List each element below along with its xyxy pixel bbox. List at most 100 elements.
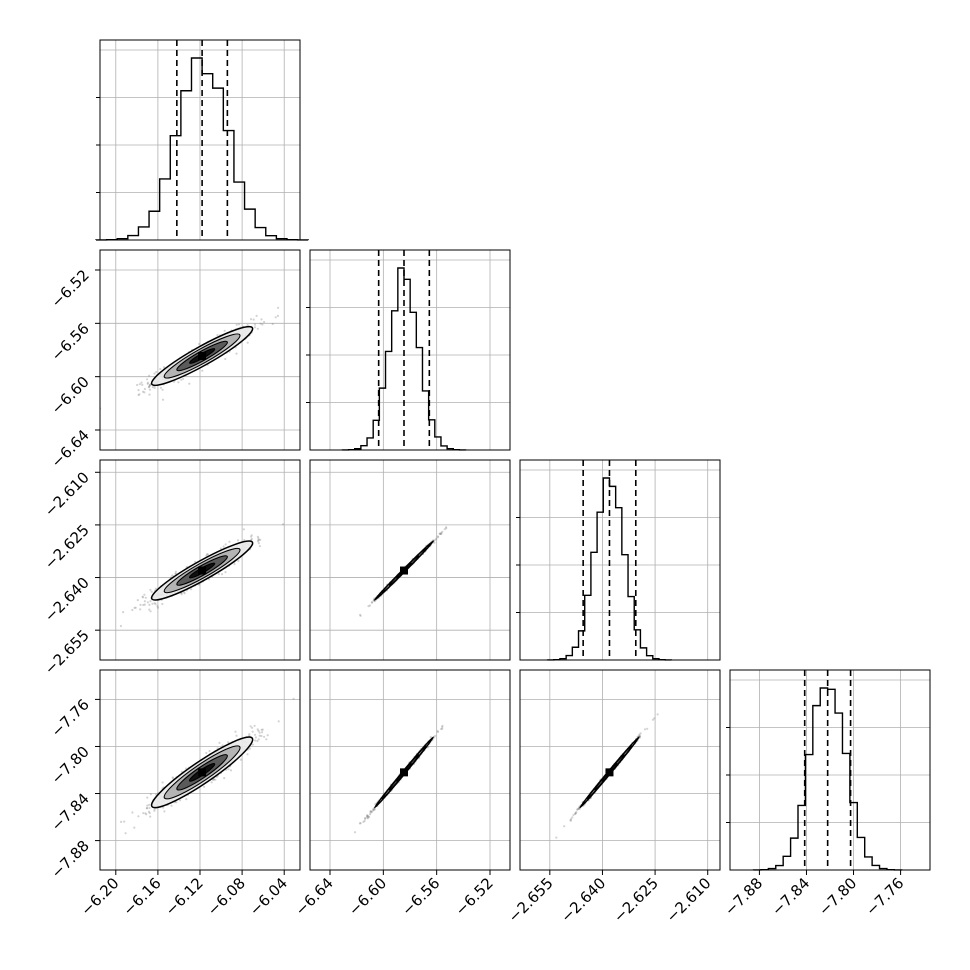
sample-point bbox=[359, 613, 362, 616]
sample-point bbox=[248, 733, 251, 736]
sample-point bbox=[188, 382, 191, 385]
sample-point bbox=[170, 804, 173, 807]
sample-point bbox=[574, 812, 577, 815]
sample-point bbox=[236, 539, 240, 542]
sample-point bbox=[212, 778, 215, 781]
sample-point bbox=[252, 318, 255, 321]
sample-point bbox=[148, 383, 152, 386]
sample-point bbox=[143, 391, 146, 394]
sample-point bbox=[208, 749, 211, 753]
scatter-panel-3-0 bbox=[99, 669, 301, 871]
scatter-content bbox=[359, 526, 448, 617]
sample-point bbox=[253, 323, 257, 326]
sample-point bbox=[142, 603, 145, 607]
sample-point bbox=[441, 724, 444, 728]
panel-frame bbox=[99, 39, 301, 241]
sample-point bbox=[120, 820, 123, 824]
sample-point bbox=[569, 819, 573, 822]
x-tick-label-p2-0: −2.655 bbox=[505, 874, 557, 926]
sample-point bbox=[148, 384, 151, 387]
y-tick-label-p2-3: −2.610 bbox=[41, 468, 93, 520]
sample-point bbox=[257, 538, 260, 541]
sample-point bbox=[265, 738, 268, 741]
sample-point bbox=[182, 377, 185, 380]
sample-point bbox=[258, 731, 261, 734]
sample-point bbox=[148, 385, 151, 388]
sample-point bbox=[443, 528, 446, 531]
sample-point bbox=[137, 389, 140, 392]
sample-point bbox=[427, 746, 430, 749]
sample-point bbox=[153, 809, 156, 812]
y-tick-label-p2-0: −2.655 bbox=[41, 626, 93, 678]
sample-point bbox=[201, 369, 204, 372]
y-tick-label-p3-3: −7.76 bbox=[48, 696, 93, 741]
sample-point bbox=[214, 778, 217, 781]
sample-point bbox=[175, 801, 178, 804]
sample-point bbox=[153, 372, 156, 375]
sample-point bbox=[439, 532, 442, 536]
histogram-panel-2 bbox=[516, 459, 721, 661]
sample-point bbox=[233, 562, 236, 566]
sample-point bbox=[138, 393, 141, 396]
x-tick-label-p3-3: −7.76 bbox=[862, 874, 907, 919]
sample-point bbox=[224, 571, 227, 574]
sample-point bbox=[369, 810, 372, 813]
sample-point bbox=[161, 398, 165, 401]
sample-point bbox=[251, 743, 254, 746]
sample-point bbox=[266, 734, 269, 737]
sample-point bbox=[227, 768, 230, 771]
sample-point bbox=[229, 769, 233, 772]
sample-point bbox=[136, 599, 139, 602]
y-tick-label-p2-1: −2.640 bbox=[41, 574, 93, 626]
panel-frame bbox=[729, 669, 931, 871]
panel-frame bbox=[309, 669, 511, 871]
x-tick-label-p3-1: −7.84 bbox=[768, 874, 813, 919]
sample-point bbox=[260, 318, 263, 321]
sample-point bbox=[249, 318, 253, 321]
sample-point bbox=[159, 386, 163, 389]
sample-point bbox=[149, 793, 152, 796]
scatter-panel-1-0 bbox=[99, 249, 301, 451]
sample-point bbox=[153, 808, 156, 811]
sample-point bbox=[234, 730, 237, 733]
sample-point bbox=[281, 523, 285, 526]
sample-point bbox=[119, 624, 122, 628]
sample-point bbox=[253, 326, 257, 329]
sample-point bbox=[146, 796, 149, 799]
x-tick-label-p0-4: −6.04 bbox=[246, 874, 291, 919]
sample-point bbox=[162, 366, 166, 369]
sample-point bbox=[203, 785, 206, 788]
sample-point bbox=[364, 817, 367, 821]
sample-point bbox=[434, 734, 437, 738]
sample-point bbox=[205, 751, 208, 755]
sample-point bbox=[148, 803, 151, 806]
sample-point bbox=[161, 388, 164, 391]
sample-point bbox=[367, 605, 370, 608]
sample-point bbox=[162, 806, 165, 809]
sample-point bbox=[131, 811, 134, 814]
sample-point bbox=[148, 811, 151, 815]
sample-point bbox=[372, 808, 376, 811]
y-tick-label-p2-2: −2.625 bbox=[41, 521, 93, 573]
sample-point bbox=[263, 320, 266, 324]
sample-point bbox=[149, 610, 152, 613]
sample-point bbox=[370, 601, 373, 604]
sample-point bbox=[639, 732, 642, 735]
sample-point bbox=[366, 814, 369, 817]
sample-point bbox=[653, 717, 656, 720]
panel-frame bbox=[309, 249, 511, 451]
sample-point bbox=[260, 728, 263, 731]
sample-point bbox=[258, 734, 261, 737]
sample-point bbox=[224, 357, 227, 361]
sample-point bbox=[434, 538, 437, 541]
sample-point bbox=[136, 383, 139, 387]
sample-point bbox=[143, 387, 146, 391]
sample-point bbox=[156, 606, 160, 609]
sample-point bbox=[217, 572, 220, 576]
sample-point bbox=[180, 378, 183, 381]
sample-point bbox=[369, 810, 372, 813]
sample-point bbox=[372, 808, 375, 811]
histogram-panel-1 bbox=[306, 249, 511, 451]
histogram-panel-0 bbox=[95, 39, 309, 241]
sample-point bbox=[143, 603, 146, 606]
